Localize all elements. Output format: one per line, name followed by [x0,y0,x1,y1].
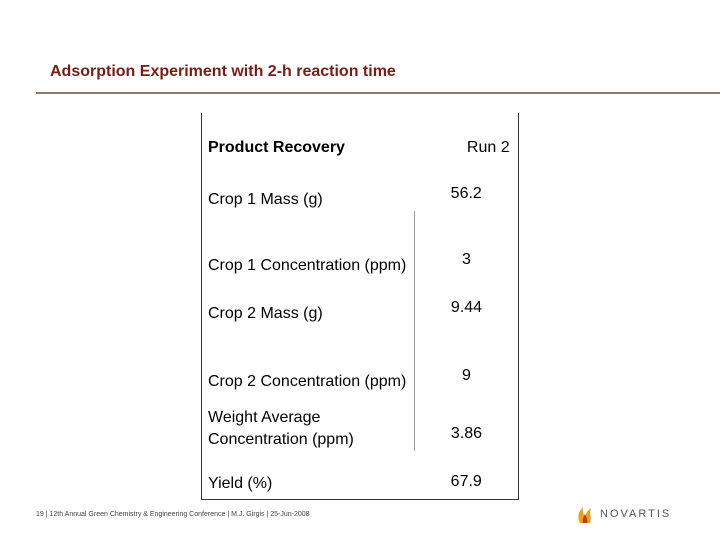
row-label: Crop 2 Concentration (ppm) [208,373,407,390]
header-value: Run 2 [466,139,510,156]
novartis-flame-icon [578,507,591,523]
row-value: 9.44 [414,277,519,325]
brand-logo: NOVARTIS [574,504,671,524]
row-value: 67.9 [450,473,482,490]
header-label: Product Recovery [208,139,345,156]
row-label: Weight Average Concentration (ppm) [208,409,354,448]
table-row: Crop 2 Concentration (ppm) 9 [202,325,519,393]
title-divider [36,92,720,94]
product-recovery-table: Product Recovery Run 2 Crop 1 Mass (g) 5… [201,113,519,500]
row-value: 3.86 [414,393,519,451]
row-label: Crop 1 Mass (g) [208,191,323,208]
table-row: Crop 1 Concentration (ppm) 3 [202,211,519,277]
table-row: Weight Average Concentration (ppm) 3.86 [202,393,519,451]
table-row: Crop 2 Mass (g) 9.44 [202,277,519,325]
table-row: Yield (%) 67.9 [202,451,519,500]
row-label: Crop 1 Concentration (ppm) [208,257,407,274]
slide-footer: 19 | 12th Annual Green Chemistry & Engin… [36,511,310,518]
brand-name: NOVARTIS [600,508,672,520]
table-header-row: Product Recovery Run 2 [202,113,519,167]
row-label: Yield (%) [208,475,273,492]
row-label: Crop 2 Mass (g) [208,305,323,322]
row-value: 56.2 [450,185,482,202]
row-value: 9 [414,325,519,393]
table-row: Crop 1 Mass (g) 56.2 [202,167,519,211]
row-value: 3 [414,211,519,277]
slide-title: Adsorption Experiment with 2-h reaction … [50,63,396,80]
